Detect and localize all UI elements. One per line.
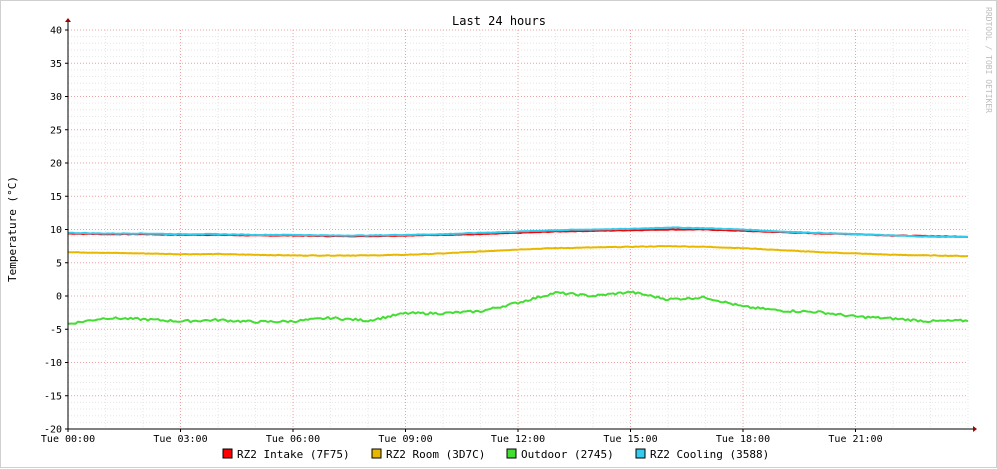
- y-axis-arrow: [65, 18, 71, 22]
- legend-label: Outdoor (2745): [521, 448, 614, 461]
- series-line: [67, 290, 969, 325]
- x-tick-label: Tue 15:00: [603, 434, 657, 445]
- y-axis-label: Temperature (°C): [6, 176, 19, 282]
- series-lines: [67, 226, 969, 325]
- legend-swatch: [635, 448, 646, 459]
- y-tick-label: -5: [50, 325, 62, 336]
- chart-title: Last 24 hours: [452, 14, 546, 28]
- y-tick-label: 0: [56, 292, 62, 303]
- series-line: [68, 245, 969, 258]
- y-tick-label: 30: [50, 92, 62, 103]
- axes: [65, 18, 977, 432]
- legend-label: RZ2 Intake (7F75): [237, 448, 350, 461]
- x-tick-label: Tue 06:00: [266, 434, 320, 445]
- y-tick-label: 10: [50, 225, 62, 236]
- series-line: [67, 226, 969, 239]
- legend-label: RZ2 Cooling (3588): [650, 448, 769, 461]
- y-tick-label: 15: [50, 192, 62, 203]
- legend-swatch: [222, 448, 233, 459]
- legend: RZ2 Intake (7F75) RZ2 Room (3D7C) Outdoor …: [222, 448, 769, 461]
- y-tick-label: 40: [50, 26, 62, 37]
- y-tick-label: 20: [50, 159, 62, 170]
- y-tick-label: 5: [56, 258, 62, 269]
- x-tick-label: Tue 09:00: [378, 434, 432, 445]
- x-tick-label: Tue 21:00: [828, 434, 882, 445]
- y-tick-label: -20: [44, 425, 62, 436]
- legend-label: RZ2 Room (3D7C): [386, 448, 485, 461]
- grid: [67, 29, 969, 430]
- rrdtool-watermark: RRDTOOL / TOBI OETIKER: [984, 7, 993, 113]
- legend-swatch: [371, 448, 382, 459]
- y-tick-label: -15: [44, 391, 62, 402]
- legend-swatch: [506, 448, 517, 459]
- x-tick-label: Tue 03:00: [153, 434, 207, 445]
- y-tick-label: 35: [50, 59, 62, 70]
- x-tick-label: Tue 18:00: [716, 434, 770, 445]
- y-tick-label: -10: [44, 358, 62, 369]
- y-tick-label: 25: [50, 125, 62, 136]
- x-axis-arrow: [973, 426, 977, 432]
- x-tick-label: Tue 12:00: [491, 434, 545, 445]
- x-tick-label: Tue 00:00: [41, 434, 95, 445]
